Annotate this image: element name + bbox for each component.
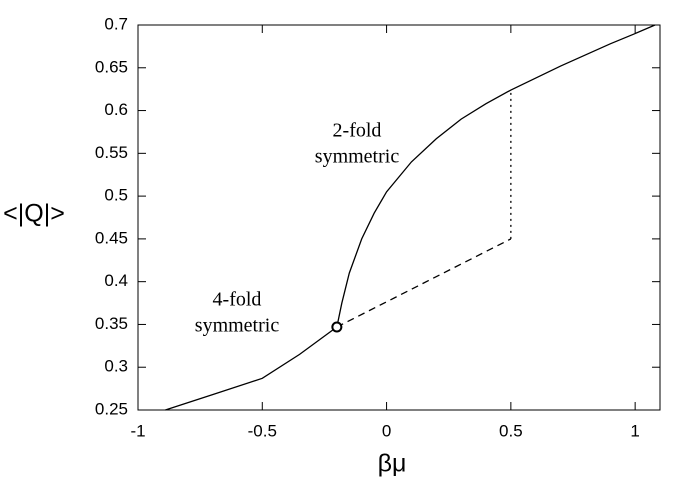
y-tick-label: 0.65: [95, 57, 128, 76]
y-tick-label: 0.6: [104, 100, 128, 119]
x-tick-label: 0.5: [499, 421, 523, 440]
annotation: 2-fold: [333, 120, 382, 142]
x-tick-label: -1: [130, 421, 145, 440]
annotation: 4-fold: [213, 289, 262, 311]
y-tick-label: 0.7: [104, 14, 128, 33]
transition-marker: [331, 321, 343, 333]
y-tick-label: 0.55: [95, 143, 128, 162]
y-tick-label: 0.4: [104, 271, 128, 290]
series-line: [336, 238, 512, 328]
x-tick-label: -0.5: [248, 421, 277, 440]
x-tick-label: 0: [382, 421, 391, 440]
y-tick-label: 0.45: [95, 228, 128, 247]
y-tick-label: 0.25: [95, 399, 128, 418]
plot-frame: [137, 24, 661, 411]
annotation: symmetric: [315, 146, 400, 168]
series-line: [165, 326, 338, 411]
y-axis-label: <|Q|>: [3, 200, 65, 228]
x-axis-label: βμ: [378, 450, 407, 478]
y-tick-label: 0.5: [104, 186, 128, 205]
y-tick-label: 0.3: [104, 357, 128, 376]
annotation: symmetric: [195, 315, 280, 337]
y-tick-label: 0.35: [95, 314, 128, 333]
x-tick-label: 1: [630, 421, 639, 440]
series-line: [336, 24, 656, 328]
